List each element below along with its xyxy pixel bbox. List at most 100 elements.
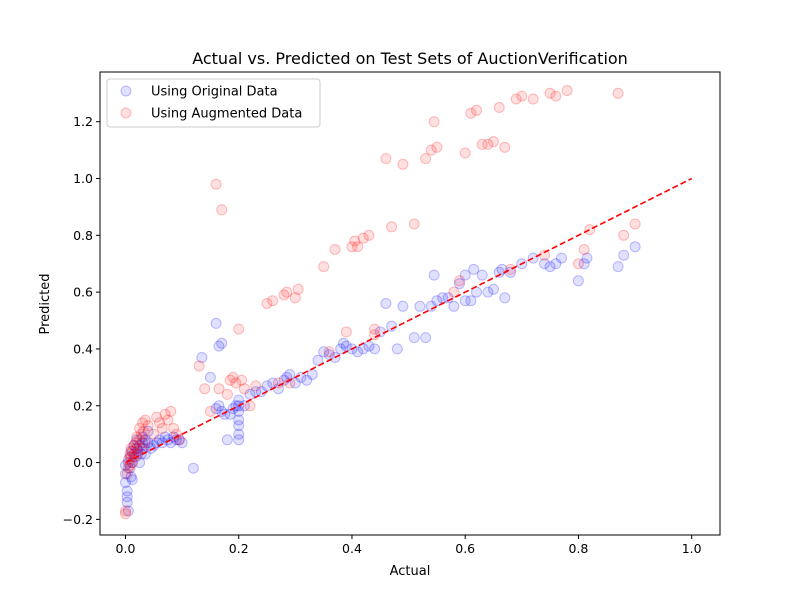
point-augmented — [612, 87, 624, 99]
point-augmented — [284, 377, 296, 389]
point-original — [612, 261, 624, 273]
point-augmented — [154, 417, 165, 429]
point-augmented — [142, 420, 154, 432]
y-axis-label: Predicted — [38, 273, 53, 334]
point-augmented — [584, 224, 596, 236]
point-original — [139, 434, 151, 446]
point-augmented — [505, 263, 516, 275]
point-original — [459, 269, 471, 281]
point-original — [124, 462, 136, 474]
point-original — [301, 374, 313, 386]
point-original — [338, 337, 349, 349]
point-augmented — [170, 428, 182, 440]
plot-frame — [99, 71, 721, 536]
point-original — [187, 462, 199, 474]
point-original — [420, 332, 432, 344]
point-augmented — [159, 408, 171, 420]
point-augmented — [193, 360, 205, 372]
y-tick-label: −0.2 — [63, 512, 93, 527]
point-augmented — [499, 141, 511, 153]
point-original — [352, 346, 364, 358]
point-augmented — [216, 204, 228, 216]
legend-label-original: Using Original Data — [151, 85, 278, 100]
point-original — [145, 442, 157, 454]
point-augmented — [126, 445, 138, 457]
point-augmented — [369, 329, 381, 341]
point-original — [408, 332, 420, 344]
y-tick-label: 0.2 — [73, 398, 93, 413]
point-augmented — [323, 346, 335, 358]
point-augmented — [459, 147, 471, 159]
y-tick-label: 1.0 — [73, 171, 93, 186]
y-tick-label: 0.8 — [73, 228, 93, 243]
point-augmented — [122, 462, 134, 474]
point-augmented — [488, 136, 499, 148]
point-original — [380, 298, 392, 309]
point-original — [233, 414, 245, 426]
x-tick-label: 0.8 — [569, 541, 589, 556]
point-original — [233, 434, 245, 446]
point-original — [578, 258, 590, 270]
point-augmented — [448, 286, 460, 298]
reference-line-layer — [125, 177, 693, 464]
point-augmented — [346, 241, 358, 253]
x-tick-label: 0.0 — [116, 541, 136, 556]
point-original — [213, 400, 225, 412]
point-original — [131, 442, 143, 454]
point-augmented — [318, 261, 330, 273]
point-augmented — [134, 434, 146, 446]
point-augmented — [156, 423, 168, 434]
point-original — [134, 440, 146, 451]
point-augmented — [261, 298, 273, 309]
point-original — [121, 485, 133, 497]
point-original — [459, 295, 471, 307]
point-augmented — [139, 414, 151, 426]
legend-label-augmented: Using Augmented Data — [151, 107, 302, 122]
point-original — [122, 505, 134, 517]
point-augmented — [134, 423, 146, 434]
point-augmented — [120, 508, 131, 520]
point-augmented — [165, 405, 177, 417]
point-augmented — [527, 93, 539, 105]
point-augmented — [425, 144, 437, 156]
point-augmented — [544, 87, 556, 99]
legend-box — [106, 78, 321, 128]
point-original — [142, 437, 154, 449]
point-augmented — [124, 448, 136, 460]
y-tick-label: 0.6 — [73, 285, 93, 300]
point-original — [454, 278, 465, 290]
point-augmented — [471, 104, 482, 116]
point-augmented — [629, 218, 641, 230]
point-augmented — [386, 221, 398, 233]
point-augmented — [138, 425, 150, 437]
point-augmented — [137, 417, 148, 429]
point-augmented — [292, 283, 304, 295]
point-augmented — [420, 153, 432, 165]
point-augmented — [120, 505, 131, 517]
point-original — [128, 440, 140, 451]
point-augmented — [199, 383, 211, 395]
point-original — [556, 252, 567, 264]
point-original — [120, 477, 131, 488]
point-original — [468, 263, 480, 275]
point-augmented — [561, 85, 573, 96]
point-augmented — [329, 244, 341, 255]
x-tick-label: 0.2 — [229, 541, 249, 556]
point-augmented — [431, 141, 443, 153]
point-original — [142, 425, 154, 437]
point-original — [527, 252, 539, 264]
point-original — [629, 241, 641, 253]
point-augmented — [369, 323, 381, 335]
point-augmented — [516, 90, 528, 102]
point-augmented — [482, 138, 494, 150]
point-augmented — [272, 377, 284, 389]
point-original — [581, 252, 593, 264]
y-axis: −0.2 0.0 0.2 0.4 0.6 0.8 1.0 1.2 — [63, 114, 100, 527]
point-augmented — [151, 411, 163, 423]
point-original — [312, 354, 324, 366]
point-augmented — [340, 326, 352, 338]
point-original — [544, 261, 556, 273]
point-augmented — [233, 323, 245, 335]
point-original — [318, 346, 330, 358]
